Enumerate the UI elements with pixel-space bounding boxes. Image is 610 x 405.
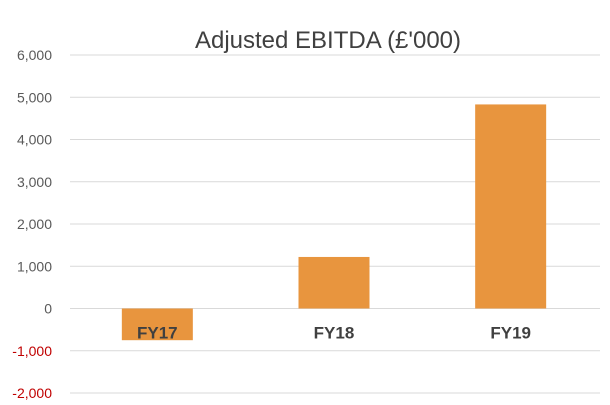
y-tick-label: 3,000 <box>17 174 52 190</box>
chart-title: Adjusted EBITDA (£'000) <box>195 27 461 54</box>
y-tick-label: 0 <box>44 301 52 317</box>
bar-fy18 <box>298 256 370 309</box>
y-axis-ticks: 6,000 5,000 4,000 3,000 2,000 1,000 0 -1,000 -2,… <box>12 47 52 401</box>
y-tick-label: 4,000 <box>17 132 52 148</box>
x-axis-labels: FY17 FY18 FY19 <box>137 324 531 343</box>
category-label-fy19: FY19 <box>490 324 531 343</box>
category-label-fy17: FY17 <box>137 324 178 343</box>
y-tick-label: 5,000 <box>17 89 52 105</box>
bar-fy19 <box>475 104 547 309</box>
bars <box>121 104 547 341</box>
category-label-fy18: FY18 <box>314 324 355 343</box>
y-tick-label: 2,000 <box>17 216 52 232</box>
y-tick-label: 6,000 <box>17 47 52 63</box>
y-tick-label: -1,000 <box>12 343 52 359</box>
bar-fy17 <box>121 308 193 341</box>
y-tick-label: -2,000 <box>12 385 52 401</box>
y-tick-label: 1,000 <box>17 258 52 274</box>
